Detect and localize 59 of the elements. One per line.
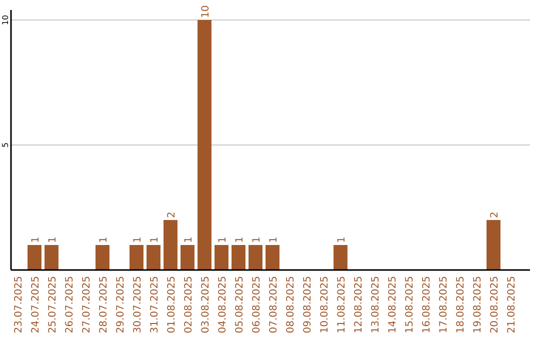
bar (214, 245, 228, 270)
x-tick-label: 07.08.2025 (268, 276, 280, 334)
x-tick-label: 12.08.2025 (354, 276, 364, 334)
x-tick-label: 15.08.2025 (404, 276, 416, 334)
data-label: 1 (234, 236, 246, 243)
bar (232, 245, 246, 270)
bar (164, 220, 178, 270)
bar (248, 245, 262, 270)
x-tick-label: 31.07.2025 (150, 276, 160, 334)
x-tick-label: 05.08.2025 (234, 276, 246, 334)
x-tick-label: 09.08.2025 (302, 276, 314, 334)
bar (44, 245, 58, 270)
y-tick-label: 5 (1, 142, 10, 148)
data-label: 1 (268, 236, 280, 243)
x-tick-label: 14.08.2025 (388, 276, 398, 334)
x-tick-label: 17.08.2025 (438, 276, 450, 334)
bar (198, 20, 212, 270)
x-tick-label: 19.08.2025 (472, 276, 484, 334)
bar (486, 220, 500, 270)
data-label: 2 (490, 212, 500, 218)
data-label: 1 (150, 236, 160, 243)
x-tick-label: 18.08.2025 (456, 276, 466, 334)
bar (96, 245, 110, 270)
x-tick-label: 04.08.2025 (218, 276, 228, 334)
bar (130, 245, 144, 270)
x-tick-label: 08.08.2025 (286, 276, 296, 334)
data-label: 1 (336, 236, 348, 243)
x-tick-label: 26.07.2025 (64, 276, 76, 334)
bar (28, 245, 42, 270)
data-label: 1 (252, 236, 262, 243)
x-tick-label: 01.08.2025 (166, 276, 178, 334)
x-tick-label: 02.08.2025 (184, 276, 194, 334)
bar (180, 245, 194, 270)
data-label: 1 (184, 236, 194, 243)
x-tick-label: 28.07.2025 (98, 276, 110, 334)
x-tick-label: 25.07.2025 (48, 276, 58, 334)
x-tick-label: 24.07.2025 (30, 276, 42, 334)
data-label: 2 (166, 212, 178, 218)
x-tick-label: 20.08.2025 (490, 276, 500, 334)
x-tick-label: 27.07.2025 (82, 276, 92, 334)
bar (334, 245, 348, 270)
x-tick-label: 29.07.2025 (116, 276, 126, 334)
x-tick-label: 11.08.2025 (336, 276, 348, 334)
bar (146, 245, 160, 270)
x-tick-label: 03.08.2025 (200, 276, 212, 334)
x-tick-label: 21.08.2025 (506, 276, 518, 334)
x-tick-label: 30.07.2025 (132, 276, 144, 334)
data-label: 1 (48, 236, 58, 243)
data-label: 1 (30, 236, 42, 243)
bar (266, 245, 280, 270)
x-tick-label: 13.08.2025 (370, 276, 382, 334)
data-label: 10 (200, 5, 212, 18)
x-tick-label: 16.08.2025 (422, 276, 432, 334)
x-tick-label: 06.08.2025 (252, 276, 262, 334)
data-label: 1 (218, 236, 228, 243)
data-label: 1 (98, 236, 110, 243)
data-label: 1 (132, 236, 144, 243)
x-tick-label: 23.07.2025 (14, 276, 24, 334)
x-tick-label: 10.08.2025 (320, 276, 330, 334)
